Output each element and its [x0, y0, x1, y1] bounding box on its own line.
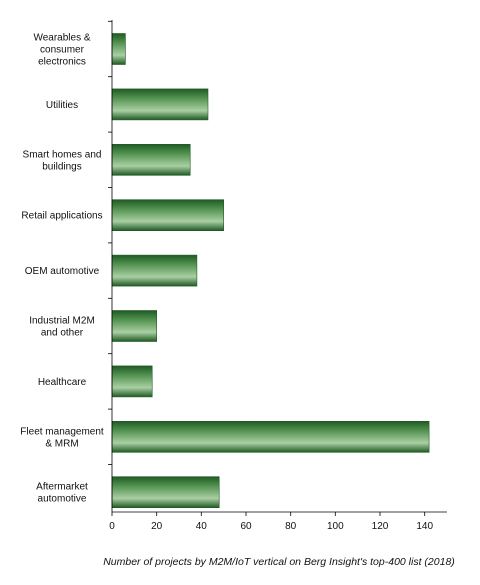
x-tick-label: 80 [285, 521, 297, 532]
category-label: Retail applications [21, 211, 102, 222]
bar [111, 144, 191, 176]
x-tick-label: 100 [327, 521, 344, 532]
x-tick-label: 140 [416, 521, 433, 532]
category-label-line: Industrial M2M [29, 316, 95, 327]
category-label-line: Wearables & [33, 33, 90, 44]
category-label: Wearables & consumer electronics [33, 33, 90, 68]
category-label-line: buildings [42, 161, 81, 172]
bar [111, 365, 153, 398]
x-tick-label: 20 [151, 521, 163, 532]
x-tick-label: 40 [196, 521, 208, 532]
x-axis: 0 20 40 60 80 100 120 140 [108, 20, 447, 532]
category-label: OEM automotive [25, 266, 100, 277]
bar [111, 88, 209, 121]
x-tick-label: 0 [109, 521, 115, 532]
bar [111, 254, 198, 287]
x-tick-label: 60 [240, 521, 252, 532]
category-label: Smart homes and buildings [23, 149, 102, 172]
bar [111, 33, 126, 65]
category-label-line: automotive [38, 494, 87, 505]
bar [111, 199, 224, 231]
category-label: Healthcare [38, 377, 87, 388]
x-axis-title: Number of projects by M2M/IoT vertical o… [103, 556, 455, 568]
bar [111, 310, 158, 342]
category-label-line: Smart homes and [23, 149, 102, 160]
category-label: Utilities [46, 100, 78, 111]
category-label: Industrial M2M and other [29, 316, 95, 339]
category-label-line: and other [41, 328, 84, 339]
category-labels: Wearables & consumer electronics Utilities S… [20, 33, 104, 505]
category-label-line: consumer [40, 45, 85, 56]
category-label-line: Aftermarket [36, 482, 88, 493]
bars-layer [111, 33, 430, 509]
bar [111, 420, 430, 453]
category-label-line: & MRM [45, 438, 78, 449]
x-tick-label: 120 [372, 521, 389, 532]
category-label: Fleet management & MRM [20, 426, 104, 449]
category-label-line: electronics [38, 57, 86, 68]
category-label-line: Fleet management [20, 426, 104, 437]
category-label: Aftermarket automotive [36, 482, 88, 505]
category-label-line: Healthcare [38, 377, 87, 388]
category-label-line: Retail applications [21, 211, 102, 222]
category-label-line: Utilities [46, 100, 78, 111]
category-label-line: OEM automotive [25, 266, 100, 277]
bar [111, 476, 220, 509]
